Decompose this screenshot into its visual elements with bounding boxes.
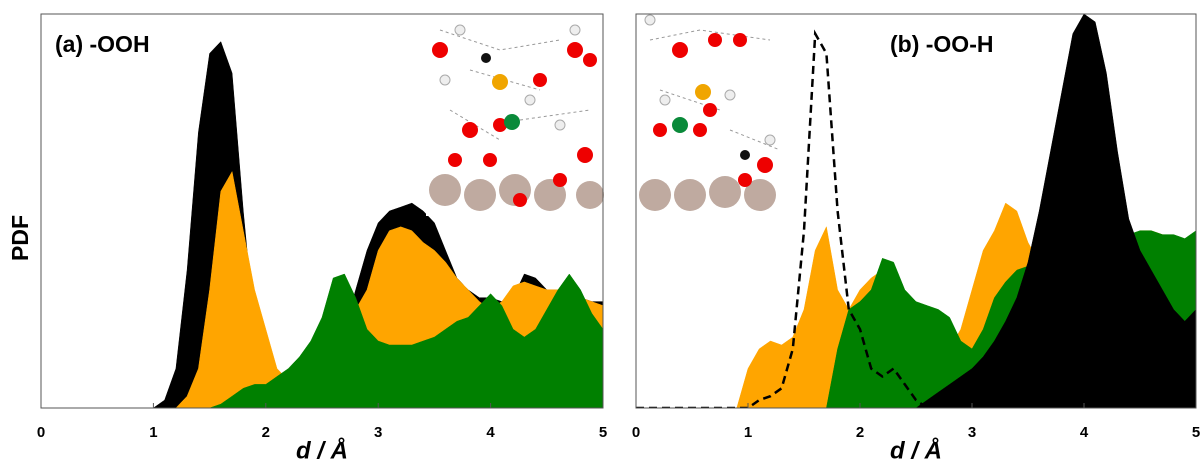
x-tick-label: 4 [486,424,495,441]
x-tick-label: 1 [149,424,157,441]
x-tick-label: 4 [1080,424,1089,441]
x-tick-label: 3 [374,424,382,441]
x-tick-label: 0 [632,424,640,441]
x-tick-label: 1 [744,424,752,441]
inset-structure-b [639,14,790,216]
x-axis-label: d / Å [890,437,942,464]
x-tick-label: 2 [262,424,270,441]
x-tick-label: 5 [1192,424,1200,441]
x-tick-label: 5 [599,424,607,441]
x-tick-label: 0 [37,424,45,441]
inset-structure-a [426,14,604,216]
panel-title: (b) -OO-H [890,31,993,57]
x-axis-label: d / Å [296,437,348,464]
x-tick-label: 2 [856,424,864,441]
panel-title: (a) -OOH [55,31,150,57]
y-axis-label: PDF [7,215,33,261]
figure: 0 1 2 3 4 5 d / Å (a) -OOH PDF 0 1 2 3 4 5 d / Å (b) -OO… [0,0,1201,465]
x-tick-label: 3 [968,424,976,441]
